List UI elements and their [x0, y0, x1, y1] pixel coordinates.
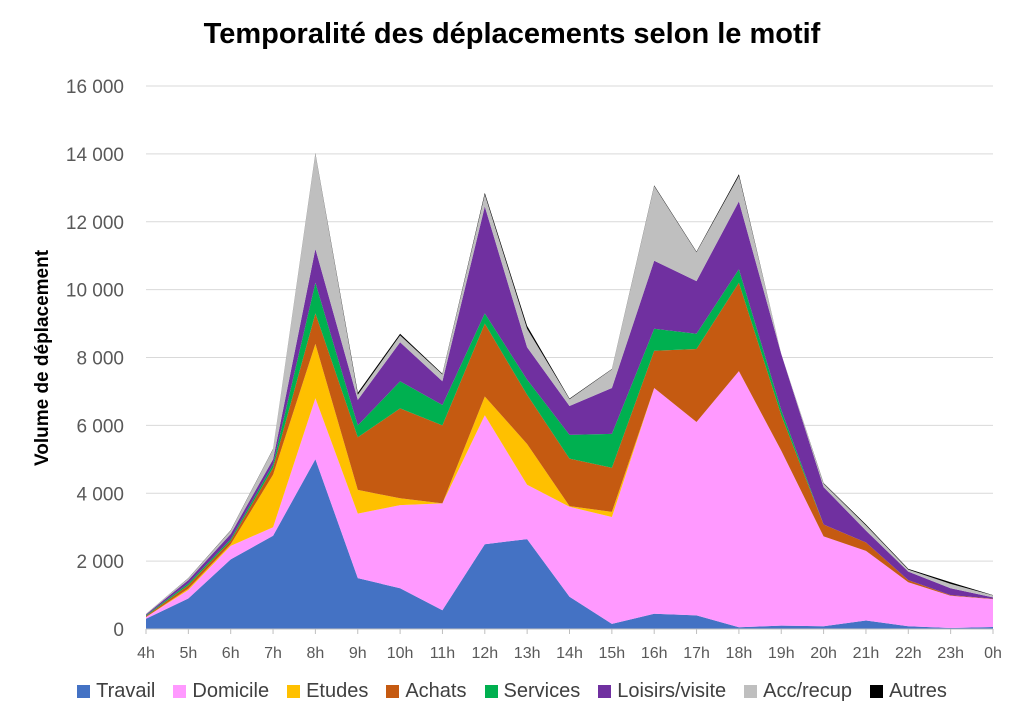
legend-label: Services [503, 680, 581, 702]
y-tick-label: 16 000 [66, 77, 124, 98]
x-tick-label: 7h [264, 645, 282, 662]
axes: 0 2 000 4 000 6 000 8 000 10 000 12 000 14 000 1… [66, 77, 1002, 662]
legend-item: Autres [870, 680, 947, 703]
legend-swatch [173, 685, 187, 698]
legend-swatch [287, 685, 301, 698]
y-axis-label: Volume de déplacement [32, 249, 53, 466]
legend-label: Acc/recup [763, 680, 853, 702]
x-tick-label: 9h [349, 645, 367, 662]
y-tick-label: 6 000 [76, 416, 124, 437]
legend-label: Etudes [306, 680, 369, 702]
area-travail [146, 459, 993, 629]
x-tick-label: 19h [768, 645, 795, 662]
area-domicile [146, 371, 993, 628]
legend-swatch [744, 685, 758, 698]
legend-item: Travail [77, 680, 155, 703]
legend-label: Loisirs/visite [617, 680, 727, 702]
legend-item: Domicile [173, 680, 269, 703]
y-tick-label: 8 000 [76, 349, 124, 370]
x-tick-label: 17h [683, 645, 710, 662]
x-tick-label: 14h [556, 645, 583, 662]
legend-item: Services [484, 680, 581, 703]
x-tick-label: 6h [222, 645, 240, 662]
x-tick-label: 23h [937, 645, 964, 662]
y-tick-label: 0 [113, 620, 124, 641]
x-tick-label: 20h [810, 645, 837, 662]
x-tick-label: 22h [895, 645, 922, 662]
legend-item: Achats [386, 680, 467, 703]
legend-swatch [870, 685, 884, 698]
legend-swatch [484, 685, 498, 698]
y-tick-label: 2 000 [76, 552, 124, 573]
x-tick-label: 8h [307, 645, 325, 662]
area-loisirs-visite [146, 201, 993, 616]
legend-item: Loisirs/visite [598, 680, 726, 703]
legend: Travail Domicile Etudes Achats Services Loisi… [0, 680, 1024, 703]
legend-swatch [598, 685, 612, 698]
legend-label: Autres [889, 680, 947, 702]
x-tick-label: 5h [179, 645, 197, 662]
y-tick-label: 10 000 [66, 281, 124, 302]
y-tick-label: 12 000 [66, 213, 124, 234]
legend-label: Domicile [192, 680, 270, 702]
x-tick-label: 10h [387, 645, 414, 662]
legend-item: Etudes [287, 680, 368, 703]
area-services [146, 269, 993, 617]
x-tick-label: 13h [514, 645, 541, 662]
stacked-area-chart: 0 2 000 4 000 6 000 8 000 10 000 12 000 14 000 1… [32, 77, 1002, 662]
x-tick-label: 12h [471, 645, 498, 662]
legend-label: Travail [96, 680, 156, 702]
y-tick-label: 4 000 [76, 484, 124, 505]
x-tick-label: 16h [641, 645, 668, 662]
legend-swatch [386, 685, 400, 698]
legend-label: Achats [405, 680, 467, 702]
x-tick-label: 18h [726, 645, 753, 662]
x-tick-label: 15h [598, 645, 625, 662]
y-tick-label: 14 000 [66, 145, 124, 166]
chart-title: Temporalité des déplacements selon le mo… [203, 18, 821, 50]
x-tick-label: 4h [137, 645, 155, 662]
legend-swatch [77, 685, 91, 698]
x-tick-label: 0h [984, 645, 1002, 662]
x-tick-label: 21h [853, 645, 880, 662]
area-series [146, 153, 993, 629]
x-tick-label: 11h [430, 645, 456, 662]
legend-item: Acc/recup [744, 680, 852, 703]
